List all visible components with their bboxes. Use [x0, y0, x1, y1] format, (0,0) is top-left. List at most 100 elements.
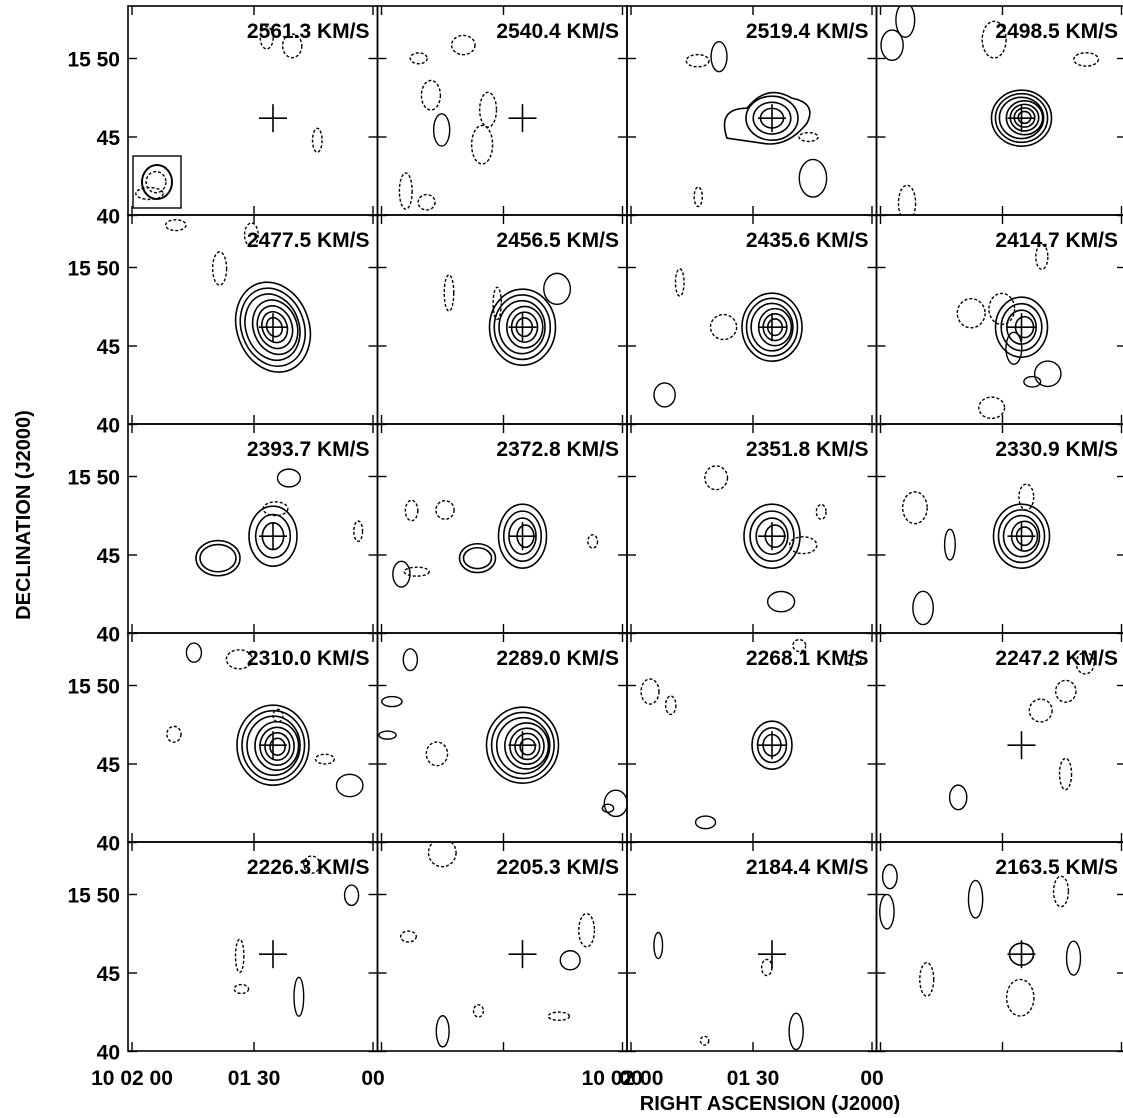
emission-contour	[749, 510, 795, 563]
channel-panel: 2289.0 KM/S	[376, 632, 628, 844]
negative-contour	[1073, 52, 1100, 67]
y-tick-label: 15 50	[67, 49, 120, 72]
positive-contour	[943, 528, 956, 561]
channel-panel: 2205.3 KM/S	[376, 841, 628, 1053]
channel-label: 2372.8 KM/S	[496, 438, 619, 461]
channel-label: 2205.3 KM/S	[496, 856, 619, 879]
emission-contour	[493, 294, 552, 361]
negative-contour	[693, 186, 703, 208]
negative-contour	[704, 465, 729, 491]
emission-contour	[509, 727, 545, 766]
negative-contour	[664, 695, 677, 716]
y-tick-label: 40	[97, 415, 120, 438]
negative-contour	[398, 172, 413, 210]
positive-contour	[603, 789, 627, 818]
emission-contour	[248, 505, 298, 567]
negative-contour	[311, 127, 323, 153]
negative-contour	[978, 396, 1006, 420]
emission-contour	[498, 299, 546, 355]
panel-contents	[400, 842, 596, 1048]
negative-contour	[709, 313, 738, 341]
panel-contents	[704, 465, 827, 613]
negative-contour	[587, 534, 599, 549]
panel-contents	[164, 219, 312, 373]
emission-contour	[745, 297, 799, 357]
negative-contour	[145, 170, 167, 194]
emission-contour	[462, 546, 493, 570]
y-tick-label: 40	[97, 833, 120, 856]
negative-contour	[435, 499, 455, 520]
y-tick-label: 45	[97, 336, 121, 359]
panel-contents	[443, 272, 572, 366]
negative-contour	[1054, 679, 1077, 703]
emission-contour	[751, 720, 793, 770]
negative-contour	[685, 53, 710, 68]
panel-contents	[398, 34, 537, 211]
emission-contour	[269, 737, 286, 756]
x-tick-label: 10 02 00	[582, 1067, 664, 1090]
channel-panel: 2477.5 KM/S	[127, 214, 379, 426]
panel-contents	[879, 863, 1082, 1017]
negative-contour	[1035, 243, 1049, 271]
negative-contour	[281, 33, 303, 59]
emission-contour	[1006, 309, 1037, 345]
negative-contour	[314, 753, 336, 765]
channel-panel: 2330.9 KM/S	[875, 423, 1123, 635]
negative-contour	[1052, 875, 1070, 908]
emission-contour	[755, 517, 789, 556]
positive-contour	[912, 590, 934, 626]
y-tick-label: 40	[97, 206, 120, 229]
panel-contents	[901, 483, 1051, 626]
emission-contour	[519, 737, 537, 756]
emission-contour	[488, 288, 557, 366]
emission-contour	[504, 722, 550, 770]
channel-panel: 2351.8 KM/S	[626, 423, 878, 635]
emission-contour	[251, 299, 299, 356]
panel-contents	[132, 26, 323, 209]
negative-contour	[243, 222, 259, 248]
positive-contour	[435, 1015, 450, 1048]
negative-contour	[845, 653, 862, 666]
negative-contour	[1028, 698, 1053, 723]
positive-contour	[788, 1012, 804, 1051]
negative-contour	[403, 566, 430, 577]
emission-contour	[992, 503, 1051, 569]
negative-contour	[792, 638, 807, 653]
channel-label: 2456.5 KM/S	[496, 229, 619, 252]
channel-panel: 2414.7 KM/S	[875, 214, 1123, 426]
emission-contour	[741, 292, 803, 362]
channel-panel: 2226.3 KM/S	[127, 841, 379, 1053]
negative-contour	[233, 983, 250, 995]
emission-contour	[256, 305, 294, 350]
negative-contour	[417, 193, 436, 211]
y-tick-label: 45	[97, 127, 121, 150]
panel-contents	[378, 648, 627, 818]
negative-contour	[425, 741, 449, 767]
positive-contour	[1033, 360, 1062, 388]
emission-contour	[505, 305, 544, 349]
emission-contour	[997, 509, 1046, 564]
negative-contour	[409, 52, 428, 65]
positive-contour	[879, 893, 895, 930]
negative-contour	[699, 1035, 710, 1046]
negative-contour	[1005, 978, 1035, 1017]
negative-contour	[303, 855, 321, 874]
positive-contour	[1065, 940, 1082, 976]
channel-label: 2247.2 KM/S	[995, 647, 1118, 670]
emission-contour	[752, 101, 792, 135]
negative-contour	[443, 274, 455, 312]
negative-contour	[674, 268, 685, 297]
emission-contour	[756, 727, 788, 764]
channel-panel: 2163.5 KM/S	[875, 841, 1123, 1053]
positive-contour	[543, 272, 572, 306]
emission-contour	[259, 726, 295, 766]
emission-contour	[485, 706, 560, 784]
channel-label: 2163.5 KM/S	[995, 856, 1118, 879]
negative-contour	[427, 842, 457, 868]
channel-panel: 2519.4 KM/S	[626, 5, 878, 217]
positive-contour	[185, 642, 203, 663]
panel-contents	[685, 40, 828, 208]
negative-contour	[815, 503, 827, 520]
y-tick-label: 15 50	[67, 885, 120, 908]
